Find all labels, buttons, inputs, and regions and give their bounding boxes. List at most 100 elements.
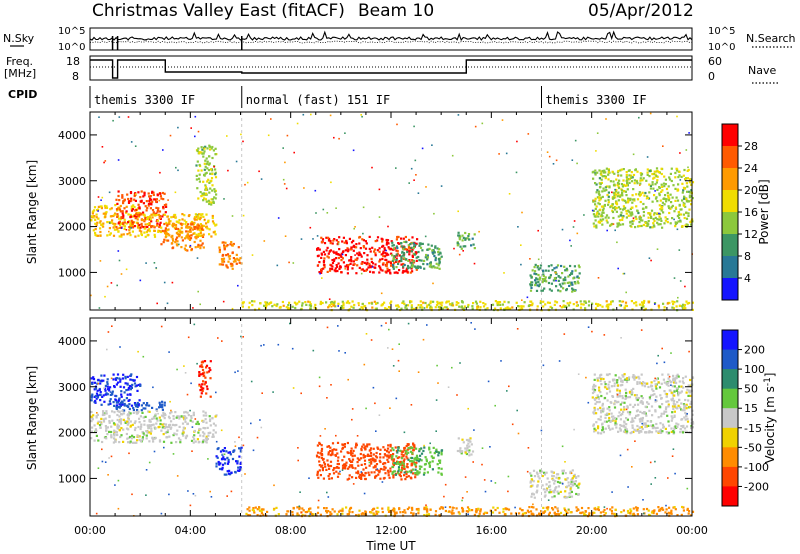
- heat-cell: [554, 487, 557, 490]
- heat-noise: [344, 268, 346, 270]
- heat-cell: [686, 190, 689, 193]
- heat-cell: [393, 470, 396, 473]
- heat-cell: [646, 420, 649, 423]
- heat-cell: [431, 266, 434, 269]
- heat-cell: [652, 187, 655, 190]
- heat-cell: [649, 169, 652, 173]
- heat-cell: [321, 469, 324, 472]
- heat-cell: [379, 460, 382, 464]
- heat-cell: [329, 301, 333, 304]
- heat-cell: [333, 238, 336, 241]
- heat-cell: [370, 454, 373, 457]
- heat-cell: [686, 185, 689, 188]
- heat-cell: [629, 212, 632, 215]
- heat-cell: [468, 438, 471, 441]
- heat-cell: [598, 203, 601, 206]
- heat-cell: [378, 470, 381, 473]
- heat-cell: [614, 422, 617, 425]
- heat-cell: [90, 396, 93, 399]
- heat-cell: [210, 177, 214, 180]
- heat-cell: [396, 236, 399, 239]
- heat-noise: [606, 229, 608, 232]
- heat-cell: [685, 182, 688, 185]
- heat-cell: [664, 194, 667, 197]
- heat-cell: [204, 165, 207, 168]
- heat-cell: [642, 214, 645, 217]
- heat-cell: [641, 419, 644, 422]
- heat-cell: [336, 243, 339, 246]
- heat-cell: [198, 218, 202, 221]
- heat-cell: [164, 227, 167, 230]
- heat-cell: [346, 266, 349, 269]
- heat-noise: [591, 209, 594, 212]
- heat-noise: [162, 149, 164, 151]
- heat-cell: [395, 245, 398, 248]
- heat-cell: [158, 401, 161, 404]
- heat-cell: [175, 416, 178, 419]
- heat-cell: [127, 200, 131, 203]
- heat-cell: [677, 220, 680, 223]
- heat-cell: [588, 300, 591, 303]
- heat-cell: [435, 450, 438, 453]
- heat-cell: [431, 249, 434, 252]
- heat-cell: [320, 447, 324, 450]
- heat-cell: [680, 385, 683, 388]
- heat-cell: [199, 229, 202, 232]
- heat-noise: [537, 229, 539, 232]
- heat-cell: [635, 397, 638, 400]
- heat-cell: [649, 431, 652, 434]
- heat-cell: [456, 244, 459, 247]
- heat-cell: [381, 303, 384, 306]
- heat-cell: [599, 418, 602, 421]
- heat-cell: [577, 493, 580, 496]
- heat-cell: [646, 173, 649, 176]
- heat-cell: [402, 262, 405, 266]
- heat-cell: [604, 177, 607, 180]
- heat-cell: [686, 388, 689, 391]
- heat-cell: [133, 198, 136, 201]
- heat-cell: [687, 212, 690, 215]
- heat-cell: [607, 171, 610, 174]
- heat-cell: [108, 400, 111, 403]
- heat-cell: [676, 215, 679, 218]
- heat-cell: [434, 256, 437, 259]
- heat-cell: [406, 264, 410, 268]
- heat-cell: [137, 435, 140, 438]
- heat-cell: [145, 231, 148, 234]
- heat-cell: [308, 507, 311, 511]
- heat-cell: [146, 223, 149, 226]
- heat-cell: [685, 200, 689, 203]
- heat-noise: [192, 307, 194, 309]
- heat-cell: [166, 229, 169, 232]
- heat-cell: [417, 457, 420, 460]
- heat-cell: [605, 392, 609, 395]
- heat-cell: [621, 191, 624, 194]
- heat-cell: [597, 397, 600, 400]
- heat-cell: [646, 168, 649, 171]
- heat-cell: [635, 217, 638, 221]
- heat-cell: [628, 181, 631, 184]
- heat-cell: [337, 302, 340, 305]
- heat-cell: [158, 230, 161, 233]
- heat-noise: [110, 282, 113, 284]
- heat-cell: [544, 491, 547, 494]
- heat-cell: [183, 214, 186, 217]
- heat-cell: [201, 234, 204, 237]
- heat-cell: [572, 475, 576, 478]
- heat-cell: [681, 303, 685, 306]
- heat-cell: [125, 432, 128, 436]
- heat-cell: [409, 301, 412, 304]
- heat-cell: [563, 265, 566, 268]
- heat-cell: [94, 228, 97, 231]
- heat-cell: [660, 415, 663, 418]
- heat-cell: [651, 414, 654, 417]
- heat-cell: [414, 468, 417, 471]
- heat-cell: [633, 394, 636, 397]
- heat-cell: [225, 264, 228, 267]
- heat-cell: [211, 220, 215, 223]
- heat-cell: [365, 466, 368, 469]
- heat-noise: [451, 154, 454, 157]
- heat-cell: [379, 456, 382, 459]
- heat-cell: [305, 303, 308, 306]
- heat-cell: [538, 477, 541, 480]
